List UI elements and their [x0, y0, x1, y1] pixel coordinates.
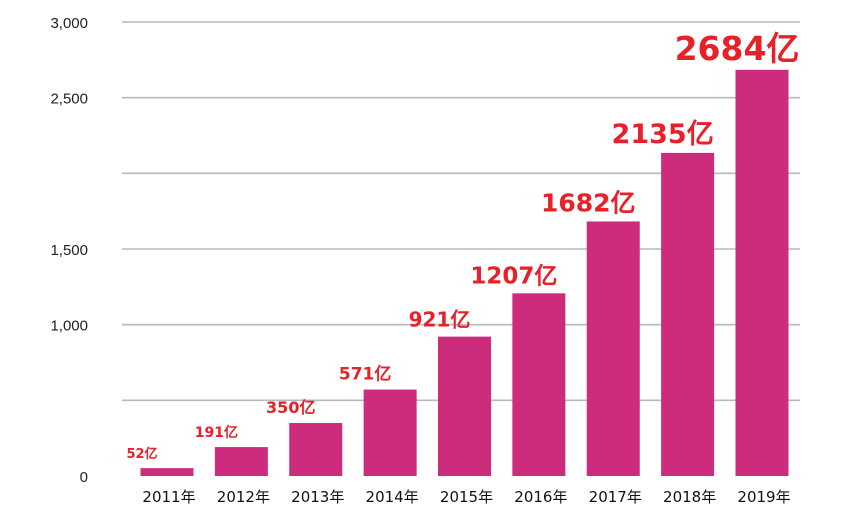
bar	[512, 293, 566, 476]
x-category-label: 2012年	[217, 488, 270, 506]
y-tick-label: 2,500	[50, 91, 88, 108]
x-category-label: 2011年	[142, 488, 195, 506]
x-category-label: 2015年	[440, 488, 493, 506]
data-label: 921亿	[409, 308, 471, 332]
bar	[140, 468, 194, 476]
x-axis-category-labels: 2011年 2012年 2013年 2014年 2015年 2016年 2017年 2018年…	[142, 488, 790, 506]
bar	[735, 69, 789, 476]
bar	[363, 389, 417, 476]
y-tick-label: 1,500	[50, 242, 88, 259]
x-category-label: 2016年	[514, 488, 567, 506]
bar	[214, 447, 268, 476]
data-label: 2684亿	[675, 29, 800, 68]
x-category-label: 2017年	[589, 488, 642, 506]
x-category-label: 2019年	[737, 488, 790, 506]
data-labels: 52亿 191亿 350亿 571亿 921亿 1207亿 1682亿 2135亿 2684亿	[126, 29, 799, 462]
data-label: 350亿	[266, 398, 315, 417]
data-label: 52亿	[126, 446, 157, 462]
bar	[289, 423, 343, 476]
x-category-label: 2014年	[366, 488, 419, 506]
bars	[140, 69, 789, 477]
bar	[661, 152, 715, 477]
y-tick-label: 0	[80, 469, 88, 486]
bar	[586, 221, 640, 476]
y-axis-tick-labels: 0 1,000 1,500 2,500 3,000	[50, 15, 88, 486]
x-category-label: 2018年	[663, 488, 716, 506]
data-label: 2135亿	[612, 119, 714, 150]
bar	[438, 336, 491, 476]
data-label: 1207亿	[470, 263, 557, 289]
data-label: 191亿	[195, 424, 238, 441]
y-tick-label: 3,000	[50, 15, 88, 32]
data-label: 571亿	[339, 364, 392, 385]
x-category-label: 2013年	[291, 488, 344, 506]
y-tick-label: 1,000	[50, 318, 88, 335]
data-label: 1682亿	[541, 188, 636, 217]
